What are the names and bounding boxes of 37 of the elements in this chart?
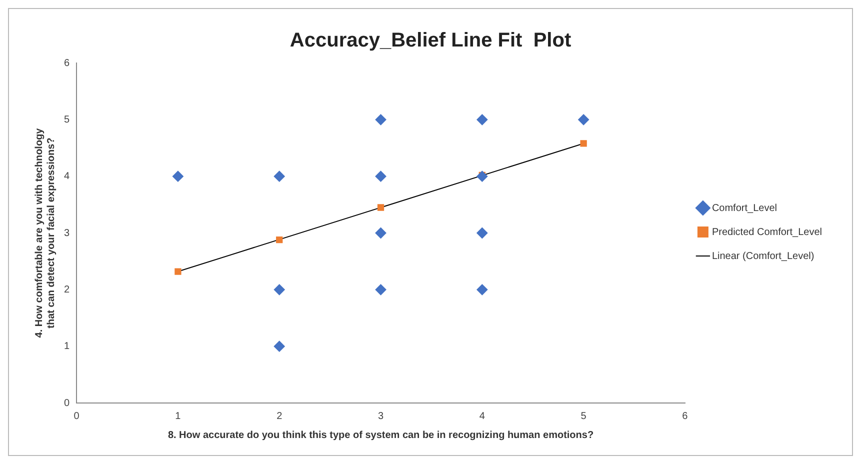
y-tick-label: 3 [64, 228, 70, 239]
point [172, 170, 184, 182]
point [580, 140, 587, 147]
point [476, 170, 488, 182]
y-tick-label: 1 [64, 341, 70, 352]
x-tick-label: 0 [74, 410, 80, 422]
x-tick-label: 6 [682, 410, 688, 422]
legend-label: Predicted Comfort_Level [712, 226, 822, 238]
x-tick-label: 1 [175, 410, 182, 422]
x-tick-label: 5 [580, 410, 587, 422]
y-tick-label: 2 [64, 284, 70, 296]
point [174, 268, 182, 275]
x-tick-label: 2 [276, 410, 283, 422]
point [476, 284, 488, 296]
point [274, 340, 285, 352]
point [276, 236, 283, 244]
legend-label: Comfort_Level [712, 202, 777, 214]
point [274, 170, 285, 182]
x-tick-label: 3 [378, 410, 384, 422]
point [476, 114, 488, 126]
point [375, 170, 386, 182]
point [375, 114, 386, 126]
legend-label: Linear (Comfort_Level) [712, 250, 814, 262]
point [375, 228, 386, 238]
y-axis-title: 4. How comfortable are you with technology that can detect your facial expressions? [34, 128, 57, 338]
y-tick-label: 0 [64, 398, 70, 409]
point [274, 284, 285, 296]
x-tick-label: 4 [479, 410, 486, 422]
chart-title: Accuracy_Belief Line Fit Plot [290, 30, 572, 52]
y-tick-label: 5 [64, 114, 70, 126]
point [578, 114, 590, 126]
point [476, 228, 488, 238]
point [377, 204, 384, 211]
y-tick-label: 4 [64, 171, 70, 182]
x-axis-title: 8. How accurate do you think this type of system can be in recognizing human emotions? [168, 430, 594, 441]
y-tick-label: 6 [64, 58, 70, 69]
point [375, 284, 386, 296]
